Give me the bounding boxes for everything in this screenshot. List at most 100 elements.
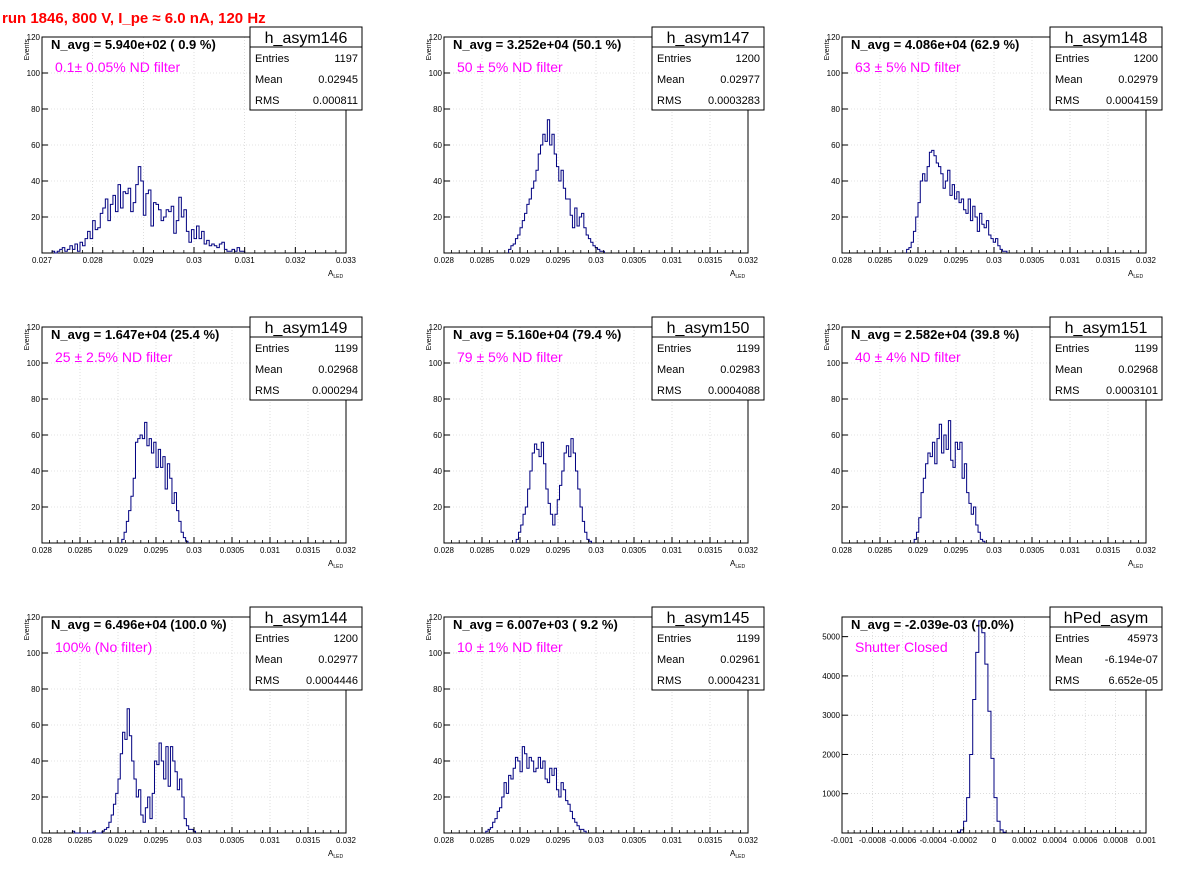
histogram-name: h_asym148	[1065, 30, 1148, 47]
histogram-name: h_asym149	[265, 320, 348, 337]
stats-key: Mean	[1055, 654, 1083, 666]
y-tick-label: 80	[433, 105, 442, 114]
stats-key: Entries	[1055, 633, 1090, 645]
y-tick-label: 60	[831, 431, 840, 440]
y-tick-label: 120	[827, 323, 841, 332]
stats-value: 1199	[1134, 343, 1158, 355]
x-tick-label: 0.029	[108, 836, 129, 845]
stats-value: 0.0003101	[1106, 385, 1158, 397]
x-tick-label: 0.031	[1060, 256, 1081, 265]
x-tick-label: 0.0004	[1043, 836, 1068, 845]
y-tick-label: 120	[27, 33, 41, 42]
stats-box	[1049, 316, 1163, 401]
stats-value: 0.0004231	[708, 675, 760, 687]
y-tick-label: 40	[31, 757, 40, 766]
stats-value: 0.0004159	[1106, 95, 1158, 107]
histogram-panel: 0.027 0.028 0.029 0.03 0.031 0.032 0.033 20 40 60…	[0, 25, 370, 305]
x-axis-title-subscript: LED	[1133, 564, 1143, 570]
stats-value: 0.02979	[1118, 74, 1158, 86]
histogram-name: hPed_asym	[1064, 610, 1149, 627]
x-tick-label: 0.0295	[546, 256, 571, 265]
y-tick-label: 40	[831, 467, 840, 476]
histogram-line	[485, 746, 587, 833]
stats-value: 0.02968	[318, 364, 358, 376]
x-axis-title-subscript: LED	[333, 854, 343, 860]
x-tick-label: 0.0315	[1096, 256, 1121, 265]
stats-key: RMS	[255, 385, 279, 397]
x-axis-title-subscript: LED	[333, 274, 343, 280]
y-tick-label: 40	[31, 177, 40, 186]
histogram-svg: 0.027 0.028 0.029 0.03 0.031 0.032 0.033 20 40 60…	[24, 26, 363, 280]
x-tick-label: 0.0295	[944, 546, 969, 555]
histogram-panel: 0.028 0.0285 0.029 0.0295 0.03 0.0305 0.031 0.0…	[800, 25, 1170, 305]
x-axis-title-subscript: LED	[333, 564, 343, 570]
x-axis-title: ALED	[730, 849, 745, 860]
stats-value: 6.652e-05	[1108, 675, 1158, 687]
histogram-line	[71, 708, 197, 834]
navg-label: N_avg = -2.039e-03 (-0.0%)	[851, 617, 1014, 632]
stats-key: RMS	[1055, 95, 1079, 107]
histogram-name: h_asym151	[1065, 320, 1148, 337]
x-tick-label: 0.029	[108, 546, 129, 555]
histogram-line	[957, 620, 1007, 833]
y-tick-label: 2000	[822, 750, 840, 759]
x-tick-label: 0.0285	[470, 836, 495, 845]
filter-annotation: 25 ± 2.5% ND filter	[55, 349, 173, 365]
x-tick-label: 0.031	[1060, 546, 1081, 555]
stats-value: 0.0004088	[708, 385, 760, 397]
y-tick-label: 60	[831, 141, 840, 150]
filter-annotation: 0.1± 0.05% ND filter	[55, 59, 181, 75]
x-tick-label: 0.029	[908, 546, 929, 555]
x-tick-label: 0.029	[908, 256, 929, 265]
y-tick-label: 100	[27, 359, 41, 368]
x-tick-label: 0.0305	[622, 836, 647, 845]
histogram-line	[906, 149, 1008, 253]
stats-value: 0.02977	[720, 74, 760, 86]
y-tick-label: 80	[31, 105, 40, 114]
y-tick-label: 100	[827, 69, 841, 78]
stats-value: 0.02983	[720, 364, 760, 376]
x-tick-label: 0.0315	[698, 546, 723, 555]
stats-box	[651, 26, 765, 111]
stats-key: RMS	[255, 675, 279, 687]
y-tick-label: 60	[433, 721, 442, 730]
y-tick-label: 60	[433, 141, 442, 150]
y-tick-label: 80	[831, 395, 840, 404]
y-tick-label: 40	[831, 177, 840, 186]
stats-value: 1200	[334, 633, 358, 645]
stats-value: 0.02945	[318, 74, 358, 86]
stats-key: Mean	[1055, 74, 1083, 86]
histogram-panel: 0.028 0.0285 0.029 0.0295 0.03 0.0305 0.031 0.0…	[0, 605, 370, 885]
y-tick-label: 20	[433, 213, 442, 222]
stats-key: Entries	[1055, 53, 1090, 65]
stats-key: Mean	[255, 654, 283, 666]
x-tick-label: 0.0315	[1096, 546, 1121, 555]
x-tick-label: 0.028	[434, 546, 455, 555]
stats-value: 1199	[736, 633, 760, 645]
x-tick-label: 0.031	[662, 546, 683, 555]
y-tick-label: 120	[827, 33, 841, 42]
histogram-panel: 0.028 0.0285 0.029 0.0295 0.03 0.0305 0.031 0.0…	[800, 315, 1170, 595]
y-tick-label: 4000	[822, 672, 840, 681]
x-axis-title: ALED	[1128, 269, 1143, 280]
y-tick-label: 20	[831, 213, 840, 222]
stats-key: Entries	[657, 633, 692, 645]
x-axis-title-subscript: LED	[735, 564, 745, 570]
x-tick-label: 0.001	[1136, 836, 1157, 845]
stats-key: Mean	[657, 364, 685, 376]
filter-annotation: 79 ± 5% ND filter	[457, 349, 563, 365]
y-tick-label: 100	[827, 359, 841, 368]
x-tick-label: 0.0285	[68, 836, 93, 845]
stats-value: 1200	[1134, 53, 1158, 65]
x-axis-title: ALED	[328, 559, 343, 570]
filter-annotation: 63 ± 5% ND filter	[855, 59, 961, 75]
x-tick-label: 0.031	[662, 836, 683, 845]
stats-box	[651, 606, 765, 691]
x-tick-label: 0.032	[1136, 546, 1157, 555]
x-tick-label: 0.0305	[622, 256, 647, 265]
x-axis-title: ALED	[1128, 559, 1143, 570]
x-tick-label: 0.03	[588, 836, 604, 845]
navg-label: N_avg = 5.160e+04 (79.4 %)	[453, 327, 621, 342]
x-tick-label: 0.0285	[868, 256, 893, 265]
stats-key: Entries	[657, 53, 692, 65]
